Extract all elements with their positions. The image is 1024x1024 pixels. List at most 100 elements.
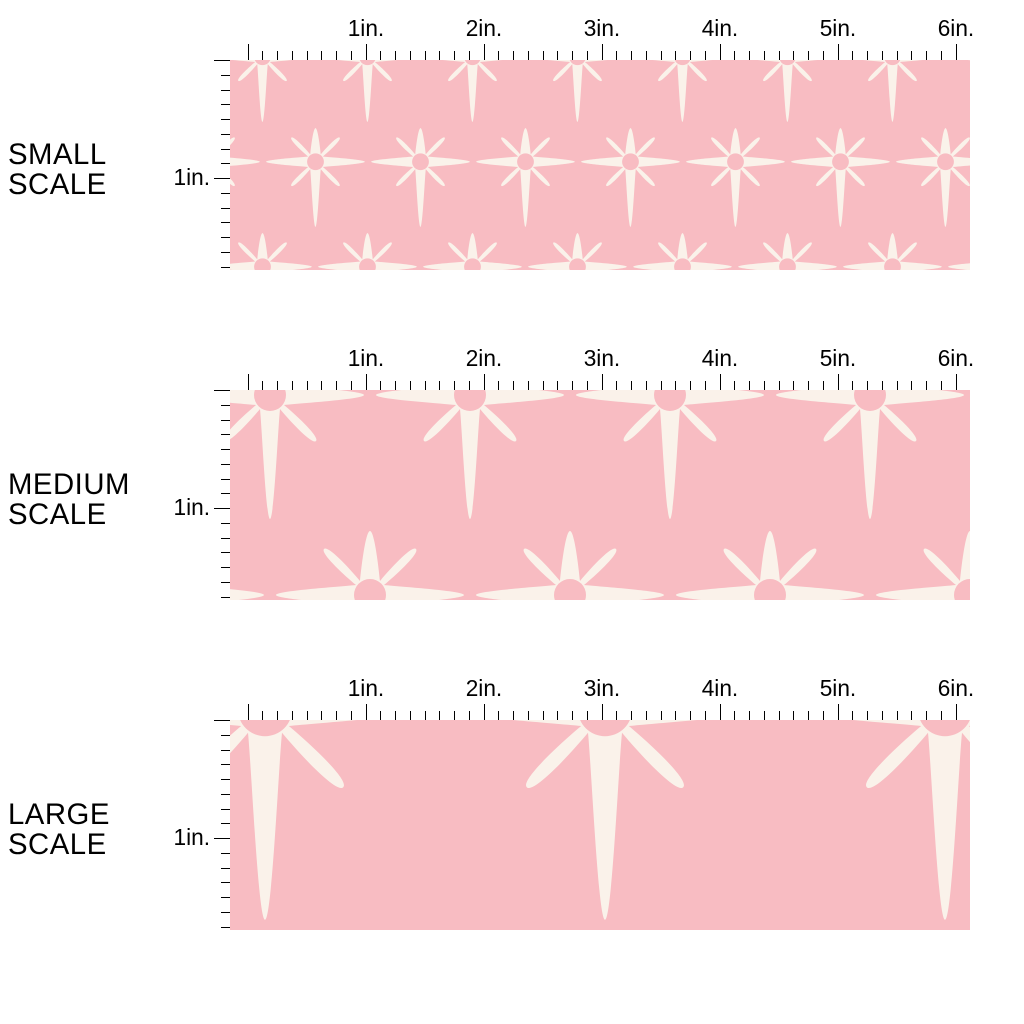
ruler-minor-tick xyxy=(734,711,735,720)
ruler-major-tick xyxy=(248,704,249,720)
ruler-minor-tick xyxy=(897,381,898,390)
ruler-minor-tick xyxy=(661,51,662,60)
ruler-minor-tick xyxy=(911,51,912,60)
ruler-minor-tick xyxy=(779,51,780,60)
ruler-minor-tick xyxy=(808,381,809,390)
ruler-minor-tick xyxy=(221,809,230,810)
scale-row-medium: MEDIUMSCALE1in.2in.3in.4in.5in.6in.1in. xyxy=(0,360,1024,600)
ruler-minor-tick xyxy=(646,381,647,390)
ruler-minor-tick xyxy=(690,381,691,390)
ruler-minor-tick xyxy=(221,823,230,824)
ruler-minor-tick xyxy=(221,493,230,494)
ruler-minor-tick xyxy=(221,449,230,450)
ruler-minor-tick xyxy=(646,711,647,720)
ruler-major-tick xyxy=(602,374,603,390)
ruler-major-tick xyxy=(956,704,957,720)
ruler-minor-tick xyxy=(439,51,440,60)
ruler-inch-label: 6in. xyxy=(938,15,975,42)
ruler-major-tick xyxy=(214,720,230,721)
ruler-minor-tick xyxy=(262,381,263,390)
ruler-minor-tick xyxy=(221,104,230,105)
ruler-minor-tick xyxy=(911,381,912,390)
ruler-inch-label: 3in. xyxy=(584,675,621,702)
ruler-minor-tick xyxy=(439,711,440,720)
pattern-layer xyxy=(230,60,970,270)
ruler-major-tick xyxy=(602,704,603,720)
ruler-minor-tick xyxy=(469,51,470,60)
ruler-minor-tick xyxy=(292,711,293,720)
ruler-inch-label: 2in. xyxy=(466,15,503,42)
ruler-minor-tick xyxy=(646,51,647,60)
ruler-major-tick xyxy=(838,374,839,390)
ruler-inch-label: 1in. xyxy=(348,345,385,372)
ruler-minor-tick xyxy=(454,51,455,60)
ruler-major-tick xyxy=(602,44,603,60)
ruler-minor-tick xyxy=(221,523,230,524)
ruler-minor-tick xyxy=(221,868,230,869)
ruler-minor-tick xyxy=(852,381,853,390)
pattern-layer xyxy=(230,390,970,600)
ruler-minor-tick xyxy=(543,51,544,60)
ruler-minor-tick xyxy=(410,381,411,390)
ruler-minor-tick xyxy=(808,51,809,60)
ruler-minor-tick xyxy=(454,381,455,390)
ruler-minor-tick xyxy=(321,51,322,60)
ruler-major-tick xyxy=(838,44,839,60)
ruler-inch-label: 4in. xyxy=(702,15,739,42)
ruler-major-tick xyxy=(956,44,957,60)
ruler-minor-tick xyxy=(557,381,558,390)
ruler-vertical: 1in. xyxy=(200,60,230,270)
ruler-minor-tick xyxy=(587,711,588,720)
ruler-minor-tick xyxy=(307,51,308,60)
ruler-minor-tick xyxy=(292,51,293,60)
ruler-minor-tick xyxy=(882,381,883,390)
ruler-inch-label: 1in. xyxy=(173,824,210,851)
ruler-major-tick xyxy=(838,704,839,720)
ruler-major-tick xyxy=(366,374,367,390)
ruler-minor-tick xyxy=(221,464,230,465)
ruler-minor-tick xyxy=(749,51,750,60)
ruler-minor-tick xyxy=(307,711,308,720)
ruler-minor-tick xyxy=(852,711,853,720)
ruler-minor-tick xyxy=(513,711,514,720)
ruler-minor-tick xyxy=(395,51,396,60)
ruler-minor-tick xyxy=(221,405,230,406)
ruler-minor-tick xyxy=(705,711,706,720)
swatch-wrapper: 1in.2in.3in.4in.5in.6in.1in. xyxy=(230,60,970,270)
ruler-minor-tick xyxy=(543,711,544,720)
ruler-minor-tick xyxy=(469,711,470,720)
ruler-minor-tick xyxy=(221,582,230,583)
ruler-minor-tick xyxy=(897,51,898,60)
ruler-minor-tick xyxy=(690,711,691,720)
ruler-minor-tick xyxy=(454,711,455,720)
ruler-minor-tick xyxy=(852,51,853,60)
ruler-major-tick xyxy=(366,44,367,60)
ruler-minor-tick xyxy=(823,381,824,390)
ruler-major-tick xyxy=(484,704,485,720)
ruler-minor-tick xyxy=(221,434,230,435)
ruler-minor-tick xyxy=(221,222,230,223)
ruler-minor-tick xyxy=(221,538,230,539)
ruler-minor-tick xyxy=(351,711,352,720)
ruler-minor-tick xyxy=(513,51,514,60)
ruler-minor-tick xyxy=(380,381,381,390)
ruler-minor-tick xyxy=(513,381,514,390)
ruler-inch-label: 5in. xyxy=(820,15,857,42)
ruler-minor-tick xyxy=(351,381,352,390)
ruler-major-tick xyxy=(248,374,249,390)
ruler-minor-tick xyxy=(793,381,794,390)
ruler-minor-tick xyxy=(661,711,662,720)
ruler-minor-tick xyxy=(321,711,322,720)
ruler-minor-tick xyxy=(926,711,927,720)
ruler-minor-tick xyxy=(823,711,824,720)
ruler-minor-tick xyxy=(764,51,765,60)
ruler-minor-tick xyxy=(439,381,440,390)
ruler-inch-label: 3in. xyxy=(584,15,621,42)
ruler-minor-tick xyxy=(498,51,499,60)
ruler-major-tick xyxy=(214,60,230,61)
ruler-minor-tick xyxy=(734,381,735,390)
ruler-major-tick xyxy=(248,44,249,60)
ruler-horizontal: 1in.2in.3in.4in.5in.6in. xyxy=(230,360,970,390)
ruler-minor-tick xyxy=(675,51,676,60)
ruler-minor-tick xyxy=(221,794,230,795)
